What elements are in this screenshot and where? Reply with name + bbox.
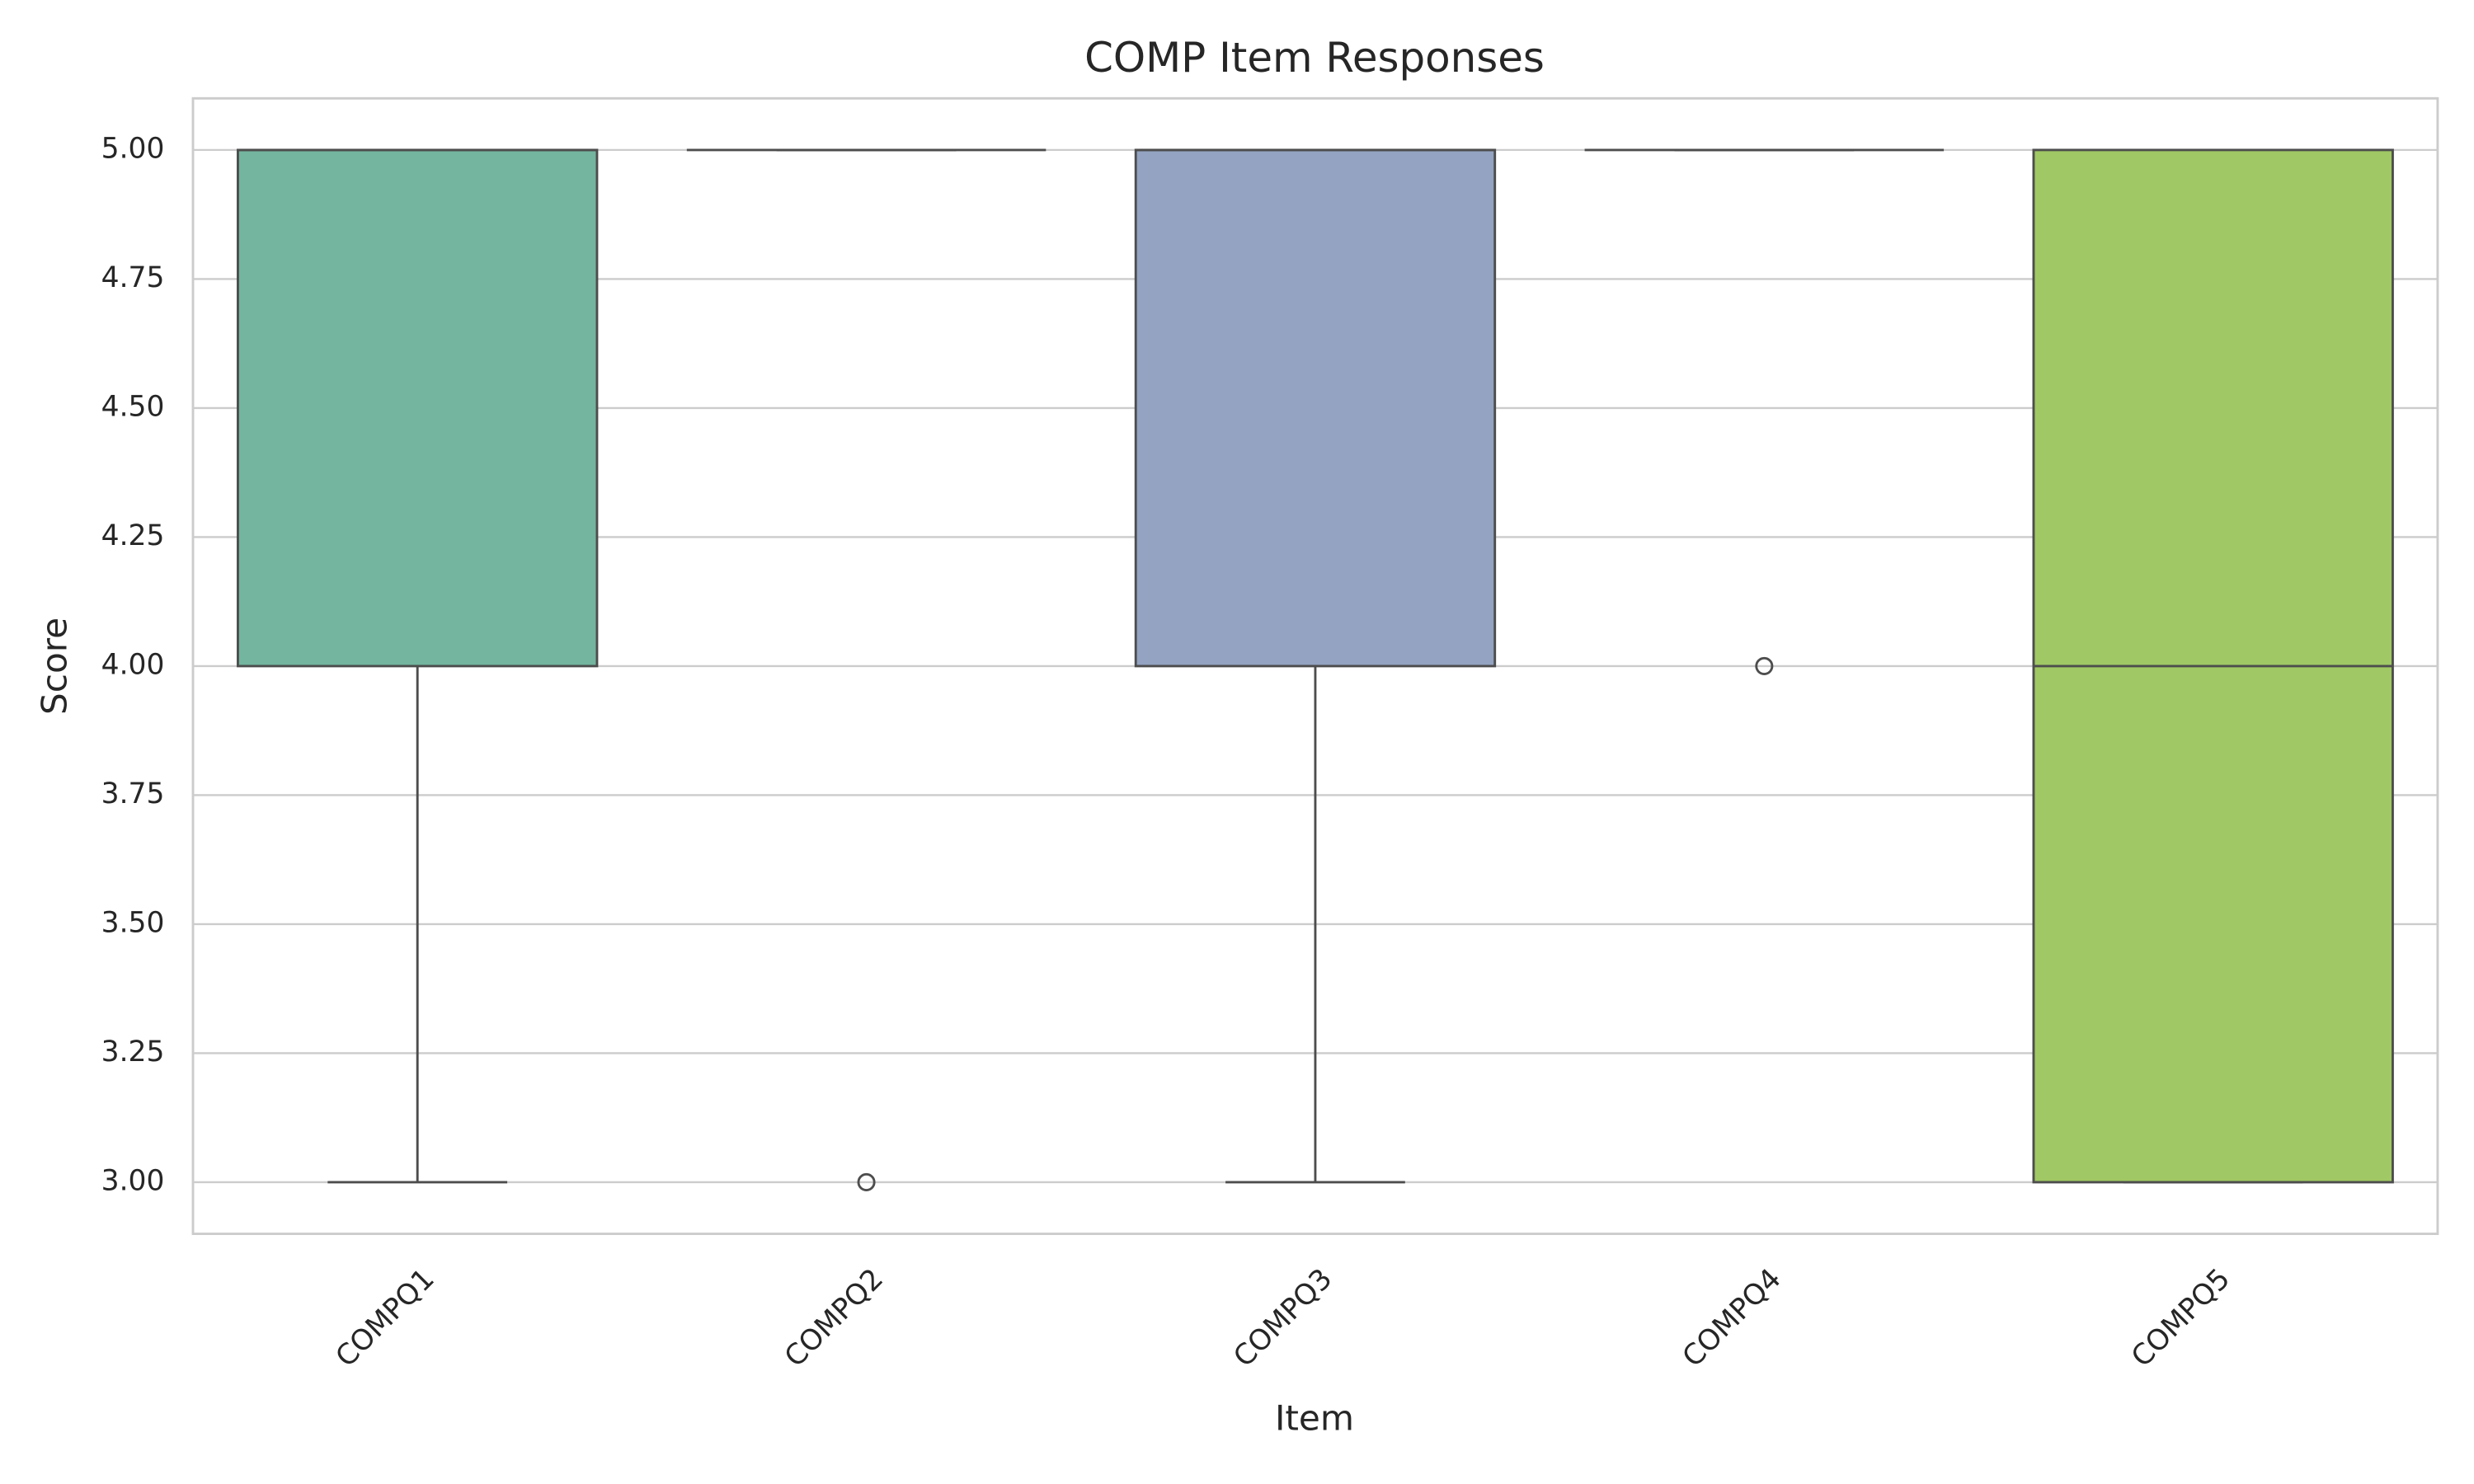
y-tick-label: 4.75 bbox=[101, 261, 165, 294]
y-tick-label: 4.25 bbox=[101, 519, 165, 552]
x-tick-label: COMPQ3 bbox=[1227, 1262, 1338, 1374]
y-tick-label: 4.50 bbox=[101, 390, 165, 423]
y-tick-label: 3.25 bbox=[101, 1036, 165, 1068]
x-tick-label: COMPQ5 bbox=[2125, 1262, 2236, 1374]
x-tick-label: COMPQ1 bbox=[330, 1262, 441, 1374]
x-axis-label: Item bbox=[1275, 1397, 1354, 1438]
x-tick-label: COMPQ4 bbox=[1677, 1262, 1788, 1374]
chart-title: COMP Item Responses bbox=[1084, 34, 1545, 82]
x-tick-label: COMPQ2 bbox=[778, 1262, 890, 1374]
y-tick-label: 3.75 bbox=[101, 777, 165, 810]
plot-frame bbox=[191, 96, 2439, 1235]
box bbox=[1134, 148, 1497, 668]
y-tick-label: 4.00 bbox=[101, 648, 165, 681]
box bbox=[237, 148, 599, 668]
y-tick-label: 3.00 bbox=[101, 1164, 165, 1197]
outlier bbox=[1755, 656, 1774, 675]
outlier bbox=[857, 1172, 876, 1191]
y-axis-label: Score bbox=[35, 618, 75, 715]
y-tick-label: 5.00 bbox=[101, 132, 165, 165]
y-tick-label: 3.50 bbox=[101, 906, 165, 939]
